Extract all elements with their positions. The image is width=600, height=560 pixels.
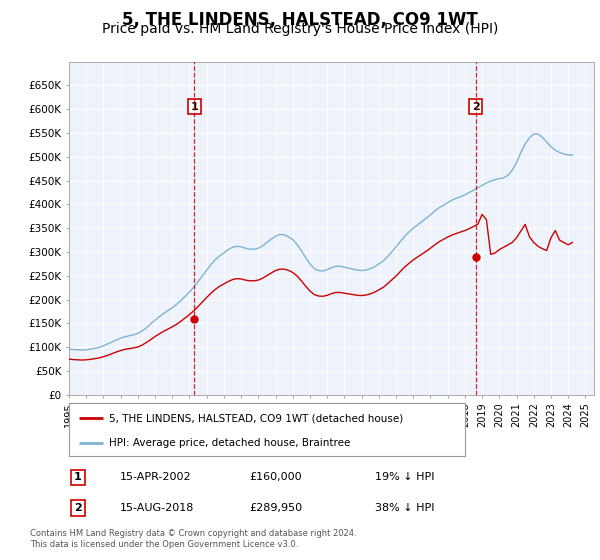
Text: 1: 1	[191, 101, 199, 111]
Text: Price paid vs. HM Land Registry's House Price Index (HPI): Price paid vs. HM Land Registry's House …	[102, 22, 498, 36]
Text: 2: 2	[74, 503, 82, 513]
Text: £289,950: £289,950	[249, 503, 302, 513]
Text: 15-AUG-2018: 15-AUG-2018	[120, 503, 194, 513]
Text: 5, THE LINDENS, HALSTEAD, CO9 1WT: 5, THE LINDENS, HALSTEAD, CO9 1WT	[122, 11, 478, 29]
Text: HPI: Average price, detached house, Braintree: HPI: Average price, detached house, Brai…	[109, 438, 350, 448]
Text: 2: 2	[472, 101, 479, 111]
Text: £160,000: £160,000	[249, 473, 302, 482]
Text: 5, THE LINDENS, HALSTEAD, CO9 1WT (detached house): 5, THE LINDENS, HALSTEAD, CO9 1WT (detac…	[109, 413, 403, 423]
Text: Contains HM Land Registry data © Crown copyright and database right 2024.
This d: Contains HM Land Registry data © Crown c…	[30, 529, 356, 549]
Text: 1: 1	[74, 473, 82, 482]
Text: 38% ↓ HPI: 38% ↓ HPI	[375, 503, 434, 513]
Text: 19% ↓ HPI: 19% ↓ HPI	[375, 473, 434, 482]
Text: 15-APR-2002: 15-APR-2002	[120, 473, 191, 482]
